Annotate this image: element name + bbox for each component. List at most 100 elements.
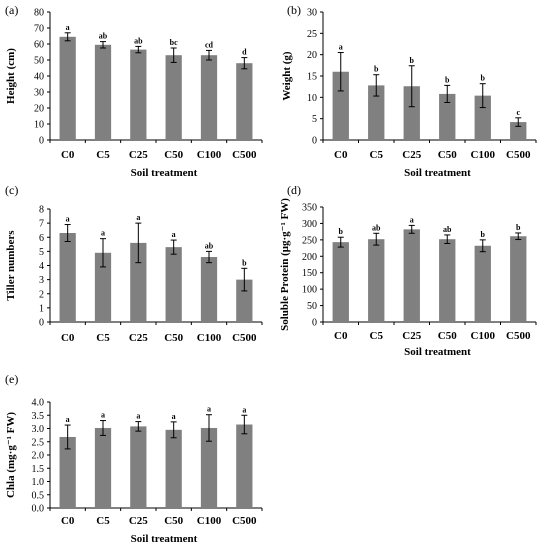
significance-letter: a (172, 412, 176, 421)
bar (332, 71, 349, 140)
bar (94, 252, 112, 322)
y-tick-label: 150 (302, 268, 317, 279)
x-tick-label: C25 (402, 330, 421, 342)
x-tick-label: C50 (164, 332, 183, 344)
bar (165, 247, 182, 322)
x-axis-title: Soil treatment (131, 167, 198, 179)
bar (200, 55, 218, 141)
significance-letter: a (410, 215, 414, 224)
x-tick-label: C500 (232, 149, 257, 161)
y-tick-label: 100 (302, 285, 317, 296)
y-tick-label: 200 (302, 252, 317, 263)
panel-label: (c) (5, 183, 18, 197)
bar (368, 85, 385, 140)
y-axis-title: Soluble Protein (μg·g⁻¹ FW) (279, 198, 291, 331)
significance-letter: a (101, 229, 105, 238)
y-tick-label: 10 (34, 120, 44, 131)
bar (94, 427, 112, 508)
significance-letter: b (339, 227, 344, 236)
y-tick-label: 0.0 (32, 504, 45, 515)
y-tick-label: 3.5 (32, 411, 45, 422)
y-tick-label: 60 (34, 40, 44, 51)
y-tick-label: 30 (307, 8, 317, 19)
significance-letter: cd (205, 40, 214, 49)
significance-letter: ab (205, 241, 214, 250)
x-tick-label: C5 (96, 149, 110, 161)
y-tick-label: 1.0 (32, 477, 45, 488)
chart-panel-0: (a) 0 10 20 30 40 50 60 70 80 a C0 ab C5 ab C25 bc C50 cd C… (5, 3, 263, 179)
y-tick-label: 0 (39, 318, 44, 329)
y-tick-label: 3 (39, 275, 44, 286)
panel-label: (e) (5, 372, 18, 386)
y-tick-label: 350 (302, 203, 317, 214)
significance-letter: b (410, 56, 415, 65)
y-tick-label: 250 (302, 235, 317, 246)
y-tick-label: 20 (307, 50, 317, 61)
chart-panel-2: (c) 0 1 2 3 4 5 6 7 8 a C0 a C5 a C25 a C50 ab C100 b C500 Til… (5, 183, 263, 344)
x-tick-label: C50 (438, 330, 457, 342)
bar (236, 424, 253, 508)
x-tick-label: C100 (197, 515, 222, 527)
bar (403, 86, 420, 140)
x-tick-label: C0 (61, 332, 75, 344)
bar (474, 95, 491, 140)
x-tick-label: C50 (438, 149, 457, 161)
chart-panel-1: (b) 0 5 10 15 20 25 30 a C0 b C5 b C25 b C50 b C100 c C500 S… (281, 3, 537, 179)
significance-letter: a (136, 412, 140, 421)
bar (200, 257, 218, 322)
x-tick-label: C100 (197, 332, 222, 344)
y-tick-label: 3.0 (32, 424, 45, 435)
y-tick-label: 5 (39, 247, 44, 258)
x-tick-label: C5 (370, 330, 384, 342)
y-tick-label: 300 (302, 219, 317, 230)
bar (332, 242, 349, 322)
y-tick-label: 25 (307, 29, 317, 40)
significance-letter: bc (170, 38, 178, 47)
bar (94, 44, 112, 140)
bar (439, 239, 456, 322)
x-tick-label: C0 (334, 330, 348, 342)
x-tick-label: C5 (96, 332, 110, 344)
bar (130, 242, 147, 322)
x-tick-label: C5 (96, 515, 110, 527)
y-tick-label: 8 (39, 205, 44, 216)
y-tick-label: 30 (34, 88, 44, 99)
y-tick-label: 1.5 (32, 464, 45, 475)
significance-letter: a (242, 405, 246, 414)
significance-letter: a (136, 213, 140, 222)
x-tick-label: C25 (129, 332, 148, 344)
bar (474, 245, 491, 322)
y-tick-label: 80 (34, 8, 44, 19)
y-tick-label: 2 (39, 289, 44, 300)
y-tick-label: 15 (307, 72, 317, 83)
x-tick-label: C25 (402, 149, 421, 161)
bar (510, 236, 527, 322)
x-axis-title: Soil treatment (131, 533, 198, 545)
x-tick-label: C500 (232, 515, 257, 527)
bar (403, 229, 420, 322)
bar (510, 122, 527, 140)
bar (59, 436, 76, 508)
y-axis-title: Chla (mg·g⁻¹ FW) (5, 412, 17, 498)
y-tick-label: 50 (34, 56, 44, 67)
x-tick-label: C0 (61, 515, 75, 527)
bar (59, 36, 76, 140)
y-tick-label: 40 (34, 72, 44, 83)
significance-letter: b (481, 74, 486, 83)
y-axis-title: Height (cm) (5, 48, 17, 104)
bar (165, 429, 182, 508)
bar (165, 55, 182, 141)
significance-letter: b (481, 230, 486, 239)
significance-letter: ab (443, 225, 452, 234)
y-tick-label: 4.0 (32, 398, 45, 409)
y-tick-label: 0.5 (32, 490, 45, 501)
x-tick-label: C0 (334, 149, 348, 161)
bar (439, 93, 456, 140)
panel-label: (b) (287, 3, 301, 17)
y-tick-label: 20 (34, 104, 44, 115)
panel-label: (a) (5, 3, 18, 17)
significance-letter: d (242, 48, 247, 57)
significance-letter: b (445, 75, 450, 84)
significance-letter: c (516, 108, 520, 117)
